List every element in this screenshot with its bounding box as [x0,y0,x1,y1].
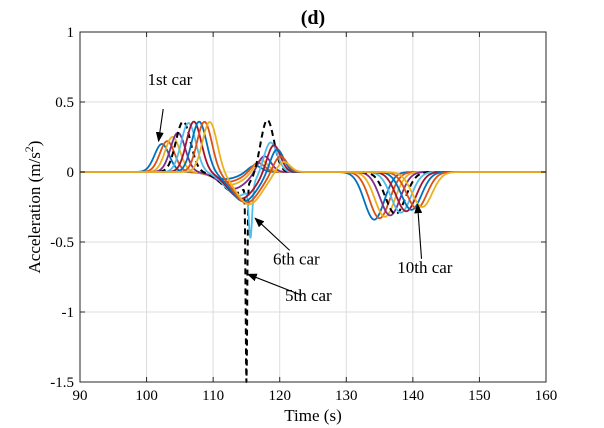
annotation-arrow [155,108,164,143]
x-tick-label: 160 [535,388,558,404]
annotation-arrow [414,203,423,259]
grid [80,32,546,382]
series-line-10 [79,121,547,208]
series-layer [79,119,547,383]
x-tick-label: 130 [335,388,358,404]
annotation-label: 1st car [147,70,192,89]
y-tick-label: 0 [67,165,75,181]
annotation-label: 6th car [273,249,320,268]
annotation-label: 10th car [397,258,453,277]
y-axis-label-close: ) [25,141,44,147]
annotations: 1st car 6th car 5th car 10th car [147,70,452,305]
y-tick-label: 1 [67,25,75,41]
y-axis-label: Acceleration (m/s2) [22,141,44,274]
x-tick-label: 140 [402,388,425,404]
chart-title: (d) [301,7,325,29]
x-tick-label: 90 [73,388,88,404]
y-axis-label-superscript: 2 [22,146,36,152]
x-tick-label: 120 [268,388,291,404]
axes-box [79,31,547,383]
y-tick-label: -0.5 [50,235,74,251]
y-tick-label: -1 [62,305,75,321]
x-tick-label: 150 [468,388,491,404]
x-axis-label: Time (s) [284,406,341,425]
y-tick-label: 0.5 [55,95,74,111]
annotation-arrow [246,273,302,296]
y-tick-label: -1.5 [50,375,74,391]
annotation-arrow [254,217,291,251]
plot-area [79,31,547,383]
ticks: 90 100 110 120 130 140 150 160 -1.5 -1 -0.5 0 0.5 1 [50,25,557,404]
x-tick-label: 110 [202,388,224,404]
annotation-label: 5th car [285,286,332,305]
y-axis-label-main: Acceleration (m/s [25,152,44,273]
x-tick-label: 100 [135,388,158,404]
